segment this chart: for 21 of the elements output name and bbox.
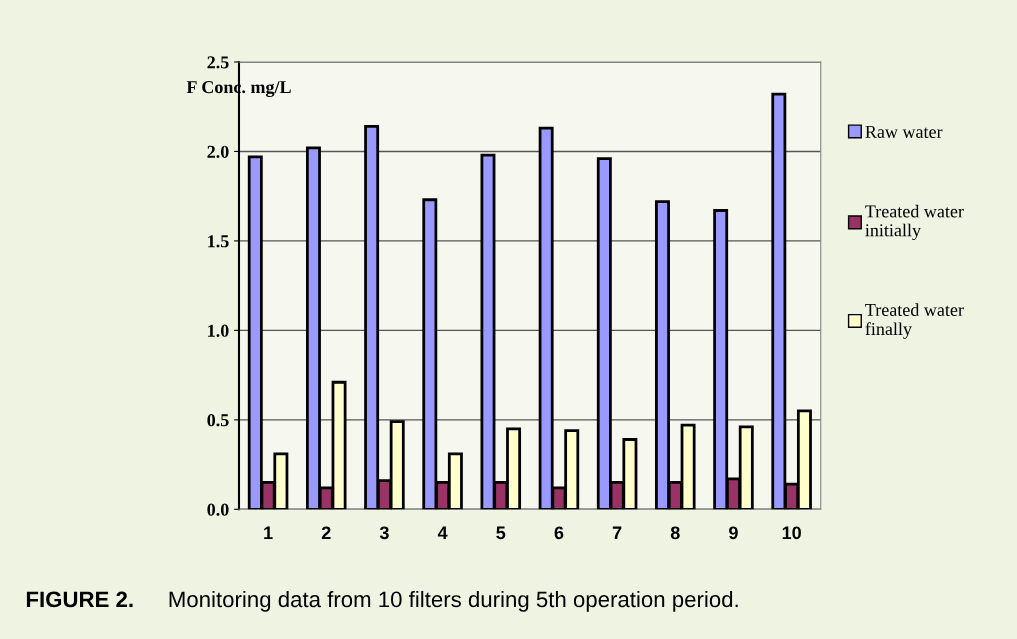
x-tick-label: 5: [496, 526, 506, 540]
x-tick-label: 6: [554, 526, 564, 540]
x-tick-label: 1: [264, 526, 273, 540]
y-tick-label: 2.0: [207, 145, 229, 158]
x-tick-label: 9: [729, 526, 738, 540]
text: Monitoring data from 10 filters during 5th operation period.: [169, 590, 738, 612]
y-tick-label: 2.5: [207, 56, 229, 69]
y-tick-label: 1.5: [208, 235, 229, 248]
y-tick-label: 0.0: [207, 503, 229, 516]
y-tick-label: 1.0: [208, 324, 229, 337]
x-tick-label: 8: [670, 526, 680, 540]
x-tick-label: 2: [321, 526, 331, 540]
legend-label: Treated water initially: [865, 204, 964, 241]
legend-label: Raw water: [865, 125, 943, 138]
x-tick-label: 4: [437, 526, 448, 540]
x-tick-label: 7: [612, 526, 622, 540]
y-tick-label: 0.5: [207, 414, 229, 427]
caption: FIGURE 2.: [26, 591, 133, 608]
legend-label: Treated water finally: [865, 303, 964, 339]
x-tick-label: 10: [782, 526, 801, 540]
x-tick-label: 3: [379, 526, 389, 540]
